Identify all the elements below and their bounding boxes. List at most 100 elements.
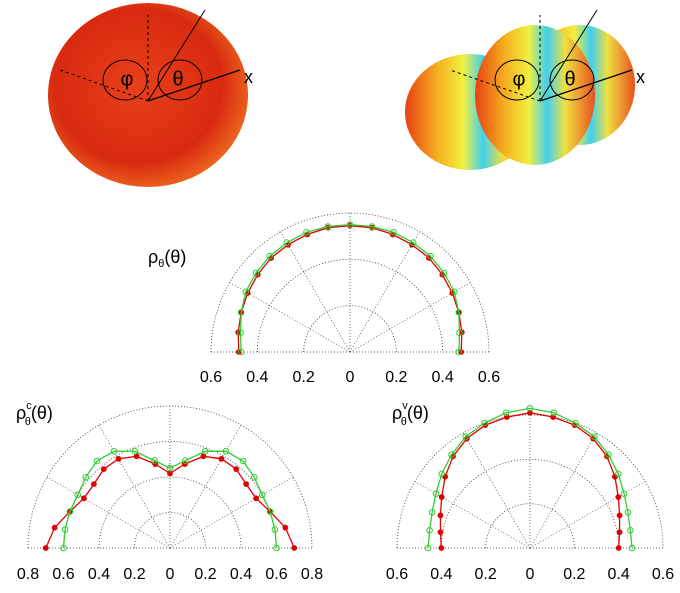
data-point [66,508,74,515]
tick-label: 0.6 [200,369,222,386]
data-point [243,481,250,488]
sphere-image: φ θ x [48,3,253,187]
data-point [266,252,273,260]
title-part: (θ) [407,403,429,423]
data-point [481,419,488,427]
data-point [182,457,189,464]
title-part: θ [25,416,31,428]
data-point [368,223,376,230]
data-point [273,544,280,552]
data-point [81,495,87,502]
data-point [628,544,636,552]
data-point [237,329,244,336]
data-point [252,269,260,277]
data-point [451,288,458,296]
tick-label: 0.8 [17,566,39,583]
data-point [74,491,82,499]
title-part: ρ [148,247,158,267]
data-point [448,451,455,458]
tick-label: 0.4 [430,566,452,583]
radial-grid [349,231,420,353]
grid-circle [210,212,490,353]
data-point [616,529,623,536]
radial-grid [349,282,471,353]
data-point [438,494,445,500]
data-point [527,409,533,416]
tick-label: 0 [526,566,535,583]
data-point [438,470,446,478]
tick-label: 0.4 [88,566,110,583]
data-point [237,309,245,316]
title-part: θ [401,416,407,428]
data-point [620,490,628,497]
tick-label: 0.6 [52,566,74,583]
series-line [239,223,461,353]
data-point [440,269,448,277]
radial-grid [529,481,646,549]
data-point [100,466,107,473]
tick-label: 0.4 [246,369,268,386]
data-point [133,453,140,460]
data-point [390,228,397,236]
data-point [590,433,598,440]
data-point [550,409,558,416]
data-point [291,545,298,551]
grid-circle [98,476,242,549]
radial-grid [280,231,351,353]
data-point [271,526,279,533]
data-point [242,288,249,296]
data-point [82,473,89,481]
data-point [615,545,622,551]
lobe-image: φ θ x [405,9,645,170]
data-point [612,473,618,480]
data-point [303,228,310,236]
tick-label: 0.2 [194,566,216,583]
theta-label: θ [564,68,575,90]
radial-grid [529,432,597,549]
tick-label: 0.8 [301,566,323,583]
data-point [455,309,463,316]
data-point [324,223,332,230]
title-part: (θ) [31,403,53,423]
data-point [624,509,632,516]
data-point [131,447,139,455]
phi-label: φ [121,68,134,90]
radial-grid [98,424,171,549]
tick-label: 0.2 [563,566,585,583]
title-part: ρ [16,403,26,423]
radial-grid [229,282,351,353]
data-point [251,473,258,481]
data-point [616,512,623,519]
data-point [502,409,510,416]
title-part: ρ [392,403,402,423]
tick-label: 0.4 [608,566,630,583]
data-point [42,545,49,551]
theta-label: θ [172,68,183,90]
data-point [427,252,434,260]
title-part: v [402,400,408,412]
title-part: (θ) [164,247,186,267]
data-point [61,526,69,533]
data-point [239,457,247,465]
data-point [627,526,634,534]
radial-grid [463,432,531,549]
tick-label: 0.2 [123,566,145,583]
data-point [346,221,354,228]
radial-grid [46,476,171,549]
phi-label: φ [513,68,526,90]
data-point [526,405,534,412]
data-point [455,348,463,356]
tick-label: 0.6 [652,566,674,583]
title-part: c [26,400,32,412]
data-point [166,464,174,472]
data-point [253,495,259,502]
data-point [437,529,444,536]
data-point [456,329,463,336]
grid-circle [303,305,397,353]
chart-title: ρv θ(θ) [392,400,429,428]
tick-label: 0.4 [230,566,252,583]
series-line [62,450,278,549]
data-point [222,447,230,455]
data-point [572,419,579,427]
